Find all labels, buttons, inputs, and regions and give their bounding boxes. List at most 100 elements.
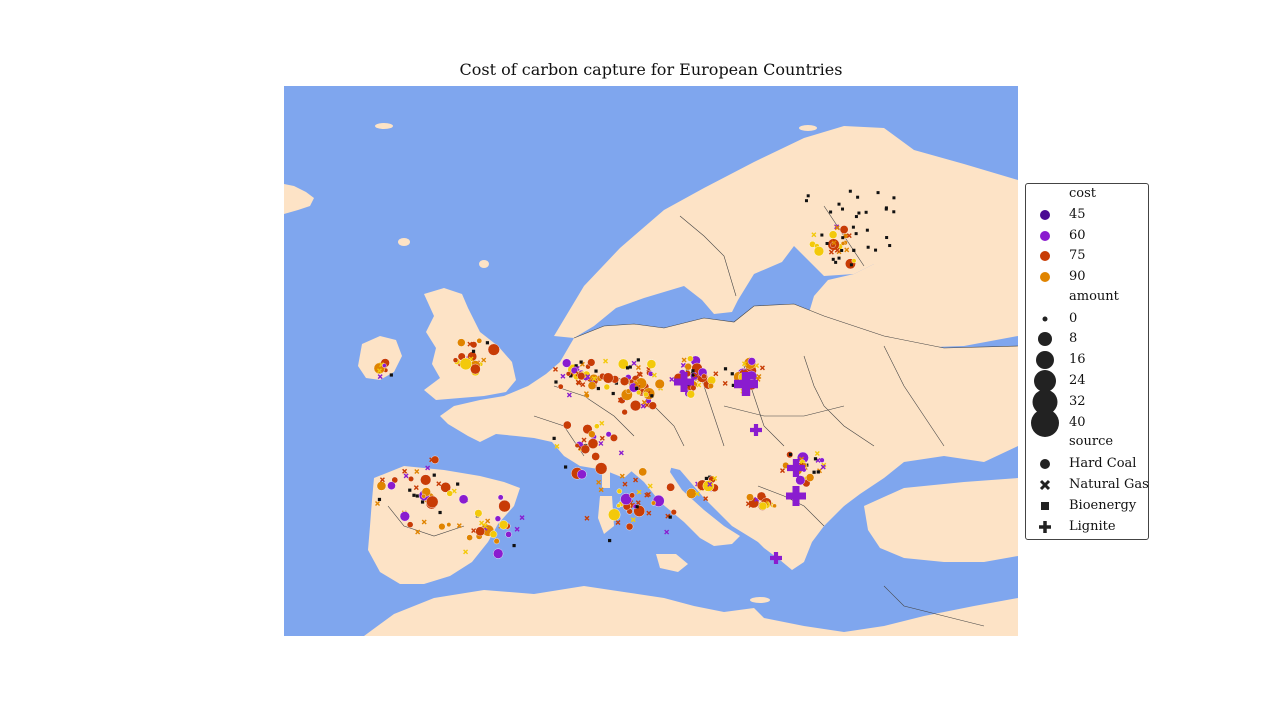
north-africa — [364, 586, 1018, 636]
plant-marker — [376, 368, 382, 374]
plant-marker — [474, 509, 483, 518]
plant-marker — [467, 341, 473, 347]
legend-amount-16: 16 — [1026, 350, 1150, 370]
plant-marker — [888, 244, 892, 248]
scandinavia — [554, 126, 924, 338]
plant-marker — [598, 440, 604, 446]
legend-cost-60: 60 — [1026, 226, 1150, 246]
plant-marker — [605, 431, 612, 438]
plant-marker — [557, 383, 564, 390]
plant-marker — [814, 450, 820, 456]
plant-marker — [864, 210, 868, 214]
island-2 — [398, 238, 410, 246]
plant-marker — [408, 488, 412, 492]
island-4 — [799, 125, 817, 131]
plant-marker — [664, 529, 670, 535]
plant-marker — [691, 369, 695, 373]
plant-marker — [638, 467, 648, 477]
plant-marker — [633, 477, 639, 483]
plant-marker — [640, 403, 646, 409]
plant-marker — [837, 256, 841, 260]
plant-marker — [615, 519, 621, 525]
plant-marker — [456, 482, 460, 486]
plant-marker — [806, 194, 810, 198]
plant-marker — [403, 473, 409, 479]
plant-marker — [587, 438, 599, 449]
circle-icon — [1040, 231, 1050, 241]
plant-marker — [643, 391, 649, 398]
plant-marker — [591, 376, 597, 382]
plant-marker — [579, 360, 583, 364]
circle-icon — [1032, 389, 1058, 415]
circle-icon — [1036, 351, 1054, 369]
plant-marker — [375, 501, 381, 506]
plant-marker — [485, 341, 490, 345]
plant-marker — [874, 248, 878, 252]
plant-marker — [654, 378, 665, 389]
plant-marker — [569, 374, 573, 378]
plant-marker — [636, 358, 640, 362]
plant-marker — [713, 371, 719, 377]
island-1 — [375, 123, 393, 129]
map-title: Cost of carbon capture for European Coun… — [459, 60, 843, 79]
plant-marker — [750, 424, 762, 436]
plant-marker — [819, 457, 825, 463]
plant-marker — [829, 210, 833, 214]
plant-marker — [634, 382, 640, 388]
plant-marker — [577, 372, 586, 381]
plant-marker — [519, 515, 525, 521]
plant-marker — [813, 457, 818, 461]
plant-marker — [857, 211, 861, 215]
plant-marker — [406, 521, 414, 528]
plant-marker — [505, 531, 512, 538]
plant-marker — [651, 372, 657, 378]
plant-marker — [834, 260, 838, 264]
circle-icon — [1040, 210, 1050, 220]
plant-marker — [476, 337, 483, 344]
plant-marker — [493, 538, 500, 545]
plant-marker — [852, 248, 856, 252]
circle-icon — [1038, 332, 1052, 346]
plant-marker — [690, 384, 697, 391]
plant-marker — [432, 473, 436, 477]
plant-marker — [438, 510, 442, 515]
plant-marker — [554, 443, 560, 449]
plant-marker — [756, 374, 762, 380]
plant-marker — [770, 552, 782, 564]
plant-marker — [628, 365, 632, 369]
circle-icon — [1040, 459, 1050, 469]
plant-marker — [651, 500, 656, 506]
plant-marker — [840, 241, 846, 246]
plant-marker — [892, 196, 896, 200]
plant-marker — [608, 538, 612, 543]
plant-marker — [420, 500, 425, 504]
plant-marker — [694, 491, 700, 497]
plant-marker — [635, 386, 639, 391]
plant-marker — [722, 380, 728, 386]
plant-marker — [421, 493, 427, 499]
plant-marker — [712, 475, 718, 481]
plant-marker — [440, 482, 451, 493]
plant-marker — [413, 485, 419, 491]
plant-marker — [681, 357, 687, 363]
plant-marker — [884, 207, 888, 211]
plant-marker — [438, 523, 446, 531]
plant-marker — [498, 499, 511, 513]
plant-marker — [828, 249, 834, 255]
plant-marker — [487, 343, 500, 356]
plant-marker — [636, 489, 642, 495]
plant-marker — [554, 380, 558, 384]
plant-marker — [625, 522, 634, 531]
plant-marker — [636, 371, 642, 377]
power-plant-markers — [373, 189, 896, 564]
island-5 — [750, 597, 770, 603]
plant-marker — [552, 366, 558, 372]
plant-marker — [493, 548, 504, 559]
plant-marker — [485, 518, 491, 524]
plant-marker — [825, 241, 829, 245]
plant-marker — [841, 236, 845, 240]
plant-marker — [839, 225, 849, 234]
circle-icon — [1034, 370, 1056, 392]
plant-marker — [425, 465, 431, 471]
plant-marker — [498, 520, 509, 530]
